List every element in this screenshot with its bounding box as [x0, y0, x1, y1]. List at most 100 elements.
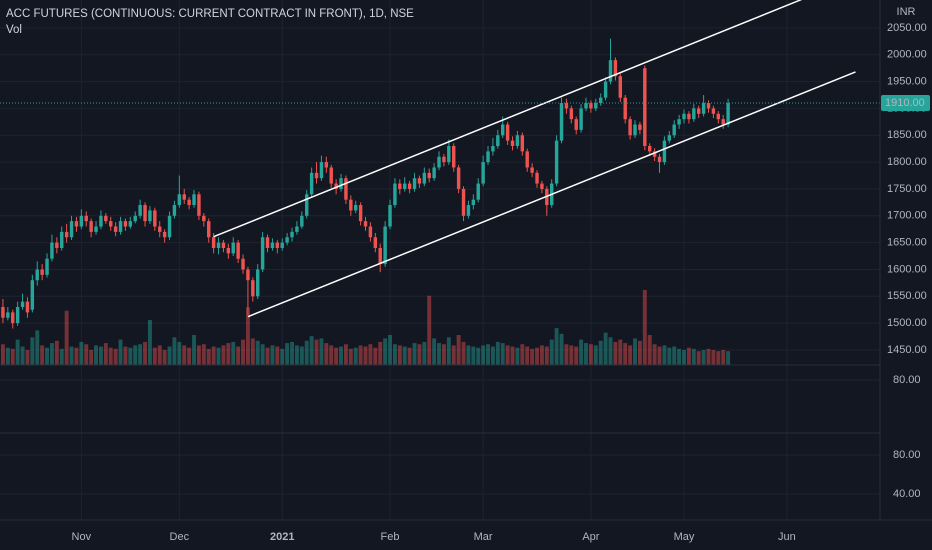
candle-body	[251, 280, 255, 297]
volume-bar	[530, 348, 535, 365]
volume-bar	[216, 347, 221, 365]
volume-bar	[231, 341, 236, 365]
candle-body	[118, 221, 123, 232]
volume-bar	[167, 346, 172, 365]
volume-bar	[593, 345, 598, 365]
volume-bar	[290, 341, 294, 365]
volume-bar	[397, 345, 402, 365]
candle-body	[172, 205, 177, 216]
volume-bar	[49, 343, 54, 365]
candle-body	[584, 103, 588, 109]
candle-body	[579, 108, 583, 130]
candle-body	[368, 226, 373, 238]
volume-bar	[412, 343, 417, 365]
volume-bar	[123, 346, 128, 365]
volume-bar	[280, 348, 285, 365]
volume-bar	[270, 345, 275, 365]
y-tick-label: 1500.00	[887, 317, 927, 329]
volume-bar	[245, 307, 250, 365]
candle-body	[79, 215, 84, 227]
volume-bar	[584, 343, 588, 365]
candle-body	[280, 242, 284, 248]
volume-bar	[657, 346, 662, 365]
volume-bar	[118, 339, 123, 365]
volume-bar	[642, 290, 647, 365]
y-tick-label: 80.00	[893, 449, 921, 461]
volume-bar	[113, 348, 118, 365]
volume-bar	[89, 350, 94, 365]
candle-body	[520, 135, 525, 152]
candle-body	[476, 183, 480, 200]
last-price-label: 1910.00	[885, 97, 925, 109]
candle-body	[300, 215, 304, 227]
volume-bar	[441, 344, 446, 365]
volume-bar	[206, 348, 211, 365]
candle-body	[461, 188, 466, 216]
volume-bar	[84, 344, 89, 365]
volume-bar	[226, 343, 231, 365]
candle-body	[363, 221, 368, 227]
candle-body	[354, 205, 358, 211]
volume-bar	[162, 350, 167, 365]
candle-body	[192, 194, 196, 206]
volume-bar	[613, 341, 618, 365]
volume-bar	[15, 339, 20, 365]
candle-body	[221, 242, 226, 248]
volume-bar	[451, 345, 456, 365]
candle-body	[94, 226, 98, 232]
plot-layer	[0, 0, 880, 329]
y-tick-label: 1550.00	[887, 290, 927, 302]
candle-body	[623, 97, 627, 120]
candle-body	[123, 221, 128, 227]
volume-bar	[608, 337, 613, 365]
x-tick-label: Dec	[170, 531, 190, 543]
candle-body	[437, 156, 441, 168]
candle-body	[594, 103, 598, 109]
volume-bar	[201, 344, 206, 365]
candle-body	[638, 124, 642, 130]
volume-bar	[285, 343, 290, 365]
candle-body	[113, 226, 118, 232]
axis-layer: 1450.00 1500.00 1550.00 1600.00 1650.00 1700.…	[72, 22, 930, 543]
volume-bar	[45, 347, 49, 365]
volume-bar	[339, 346, 343, 365]
volume-bar	[696, 351, 701, 365]
candle-body	[407, 183, 412, 189]
volume-bar	[500, 343, 505, 365]
candle-body	[432, 167, 436, 179]
volume-bar	[422, 341, 427, 365]
candle-body	[481, 162, 485, 184]
volume-bar	[598, 340, 603, 365]
volume-bar	[319, 338, 324, 365]
volume-bar	[187, 347, 192, 365]
candle-body	[69, 221, 74, 238]
volume-bar	[628, 345, 633, 365]
volume-bar	[10, 348, 15, 365]
volume-bar	[437, 343, 441, 365]
volume-bar	[637, 340, 642, 365]
y-tick-label: 2000.00	[887, 49, 927, 61]
volume-bar	[294, 345, 299, 365]
y-tick-label: 1750.00	[887, 183, 927, 195]
x-tick-label: Nov	[72, 531, 92, 543]
volume-bar	[706, 348, 711, 365]
candle-body	[74, 221, 79, 227]
candle-body	[505, 124, 510, 141]
volume-bar	[618, 339, 623, 365]
volume-bar	[241, 339, 245, 365]
candle-body	[711, 108, 716, 114]
volume-bar	[79, 341, 84, 365]
candle-body	[559, 103, 564, 141]
candle-body	[45, 258, 49, 275]
volume-bar	[177, 341, 182, 365]
candle-body	[1, 307, 5, 318]
candle-body	[598, 97, 603, 104]
trend-line	[213, 0, 802, 238]
candle-body	[613, 60, 618, 77]
volume-bar	[299, 346, 304, 365]
candle-body	[324, 162, 329, 168]
candle-body	[515, 135, 520, 146]
candle-body	[608, 60, 613, 82]
candle-body	[329, 167, 333, 184]
candle-body	[153, 210, 157, 227]
